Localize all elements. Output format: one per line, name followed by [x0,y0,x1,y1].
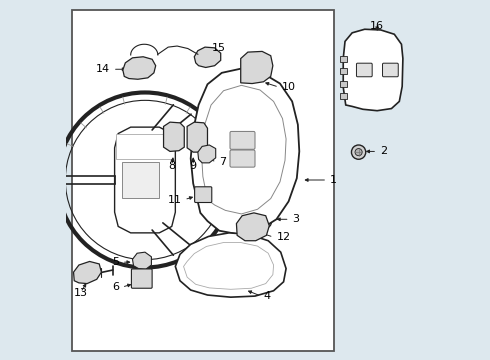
Ellipse shape [240,253,270,277]
FancyBboxPatch shape [341,68,347,74]
FancyBboxPatch shape [230,131,255,149]
Polygon shape [237,213,270,241]
Polygon shape [194,47,221,67]
FancyBboxPatch shape [383,63,398,77]
Polygon shape [187,122,207,152]
Ellipse shape [260,216,271,228]
Text: 6: 6 [112,282,119,292]
FancyBboxPatch shape [341,81,347,87]
Text: 9: 9 [190,161,197,171]
FancyBboxPatch shape [230,150,255,167]
FancyBboxPatch shape [341,56,347,62]
FancyBboxPatch shape [72,10,334,351]
Text: 5: 5 [112,257,119,267]
Ellipse shape [136,65,143,72]
Polygon shape [132,252,151,269]
Text: 1: 1 [330,175,337,185]
Text: 15: 15 [212,43,226,53]
Ellipse shape [355,149,362,156]
Text: 16: 16 [370,21,384,31]
Polygon shape [343,29,403,111]
FancyBboxPatch shape [356,63,372,77]
Polygon shape [175,233,286,297]
Polygon shape [117,134,173,158]
Polygon shape [122,162,159,198]
Text: 8: 8 [168,161,175,171]
Text: 13: 13 [74,288,88,297]
Polygon shape [198,145,216,163]
Ellipse shape [263,219,269,225]
FancyBboxPatch shape [195,187,212,203]
Text: 3: 3 [293,214,299,224]
Text: 10: 10 [282,82,296,92]
Polygon shape [74,261,101,284]
Polygon shape [241,51,273,84]
Ellipse shape [134,192,149,203]
Text: 11: 11 [168,195,181,204]
Ellipse shape [127,65,134,72]
Polygon shape [164,122,184,152]
Text: 4: 4 [264,291,271,301]
FancyBboxPatch shape [341,93,347,99]
Polygon shape [191,68,299,234]
FancyBboxPatch shape [131,269,152,288]
Text: 7: 7 [220,157,226,167]
Ellipse shape [203,253,233,277]
Text: 14: 14 [96,64,110,74]
Ellipse shape [144,65,151,72]
Text: 2: 2 [380,147,387,157]
Text: 12: 12 [276,232,291,242]
Polygon shape [123,57,156,79]
Ellipse shape [351,145,366,159]
Polygon shape [115,127,175,233]
